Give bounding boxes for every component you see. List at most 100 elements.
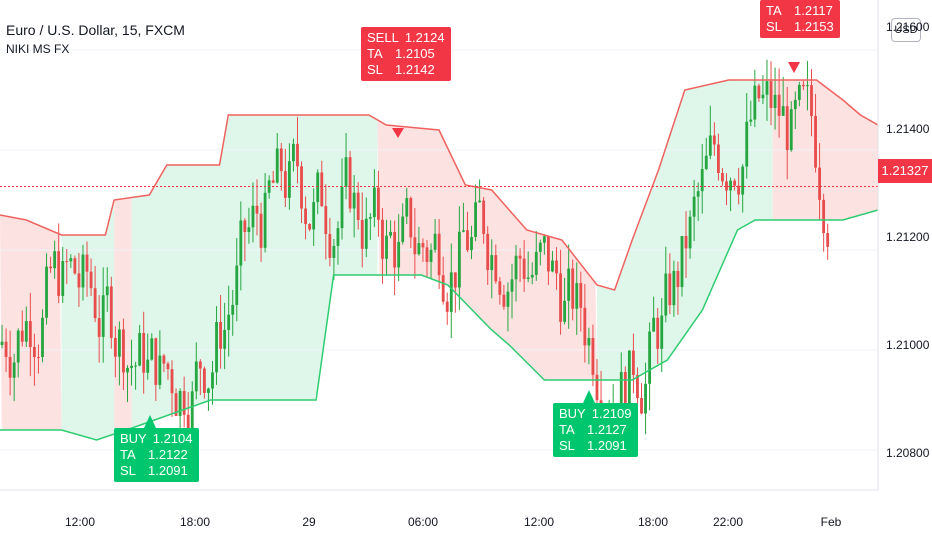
candle-body	[117, 329, 121, 357]
candle-body	[429, 249, 433, 262]
zone-fill	[131, 115, 378, 428]
candle-body	[182, 390, 186, 415]
candle-body	[753, 85, 757, 120]
candle-body	[482, 200, 486, 234]
candle-body	[806, 85, 809, 87]
candle-body	[113, 337, 117, 357]
sell-signal-box[interactable]: TA 1.2117 SL 1.2153	[760, 0, 840, 38]
signal-key: TA	[766, 3, 782, 18]
signal-pointers	[144, 62, 800, 428]
signal-value: 1.2105	[395, 46, 435, 61]
indicator-label[interactable]: NIKI MS FX	[6, 42, 70, 56]
candle-body	[708, 135, 712, 156]
buy-signal-box[interactable]: BUY 1.2109 TA 1.2127 SL 1.2091	[553, 403, 638, 457]
candle-body	[449, 272, 453, 312]
candle-body	[24, 321, 28, 342]
signal-key: TA	[559, 422, 575, 437]
signal-value: 1.2142	[395, 62, 435, 77]
signal-key: TA	[120, 447, 136, 462]
candle-body	[97, 318, 101, 337]
signal-value: 1.2122	[148, 447, 188, 462]
candle-body	[627, 350, 631, 407]
candle-body	[490, 255, 494, 271]
candle-body	[279, 148, 283, 172]
candle-body	[534, 251, 538, 275]
candle-body	[336, 228, 340, 246]
candle-body	[644, 383, 647, 414]
candle-body	[150, 338, 154, 360]
candle-body	[130, 365, 133, 368]
time-tick-label: 29	[302, 515, 316, 529]
signal-key: SL	[559, 438, 575, 453]
candle-body	[441, 275, 445, 302]
candle-body	[37, 357, 40, 359]
candle-body	[344, 157, 348, 187]
candle-body	[397, 241, 401, 268]
zone-fill	[61, 200, 115, 440]
signal-value: 1.2117	[794, 3, 833, 18]
candle-body	[105, 286, 109, 296]
candle-body	[142, 332, 146, 373]
candle-body	[486, 233, 490, 271]
candle-body	[126, 367, 129, 373]
signal-value: 1.2104	[152, 431, 193, 446]
candle-body	[8, 356, 12, 378]
candle-body	[757, 85, 761, 99]
currency-button[interactable]: USD	[891, 18, 921, 42]
candle-body	[413, 237, 417, 255]
candle-body	[822, 199, 826, 234]
candle-body	[640, 398, 643, 414]
candle-body	[227, 314, 231, 330]
symbol-title[interactable]: Euro / U.S. Dollar, 15, FXCM	[6, 22, 185, 38]
candle-body	[676, 270, 680, 288]
price-tick-label: 1.21000	[886, 338, 930, 352]
candle-body	[721, 173, 724, 182]
candle-body	[623, 371, 627, 407]
candle-body	[466, 230, 469, 251]
candle-body	[85, 254, 89, 272]
buy-signal-box[interactable]: BUY 1.2104 TA 1.2122 SL 1.2091	[114, 428, 199, 482]
time-tick-label: 12:00	[523, 515, 555, 529]
candle-body	[162, 355, 166, 364]
candle-body	[587, 338, 591, 346]
sell-signal-box[interactable]: SELL 1.2124 TA 1.2105 SL 1.2142	[361, 27, 451, 81]
candle-body	[138, 332, 142, 366]
candle-body	[4, 341, 8, 357]
candle-body	[255, 205, 259, 214]
candle-body	[462, 230, 465, 232]
candles-group	[0, 59, 830, 465]
candle-body	[235, 265, 239, 305]
candle-body	[316, 172, 320, 203]
candle-body	[421, 243, 425, 248]
candle-body	[28, 321, 32, 348]
candle-body	[304, 208, 307, 225]
candle-body	[733, 180, 737, 186]
candle-body	[567, 268, 571, 301]
candle-body	[498, 281, 502, 295]
time-tick-label: 18:00	[179, 515, 211, 529]
candle-body	[518, 255, 522, 259]
candle-body	[765, 81, 769, 95]
candle-body	[352, 192, 356, 209]
candle-body	[425, 247, 429, 262]
candle-body	[761, 94, 765, 99]
candle-body	[741, 166, 745, 195]
candle-body	[263, 192, 267, 248]
candle-body	[648, 331, 652, 384]
candle-body	[818, 167, 822, 200]
candle-body	[45, 266, 48, 318]
candle-body	[652, 317, 656, 332]
candle-body	[166, 363, 170, 370]
signal-key: SL	[120, 463, 136, 478]
candle-body	[474, 202, 477, 237]
candle-body	[81, 254, 85, 288]
time-tick-label: 18:00	[637, 515, 669, 529]
candle-body	[368, 217, 372, 219]
candle-body	[381, 219, 384, 259]
upper-band-line	[0, 79, 879, 291]
candle-body	[101, 295, 105, 337]
candle-body	[656, 317, 660, 349]
candle-body	[154, 338, 158, 385]
candle-body	[134, 365, 138, 367]
